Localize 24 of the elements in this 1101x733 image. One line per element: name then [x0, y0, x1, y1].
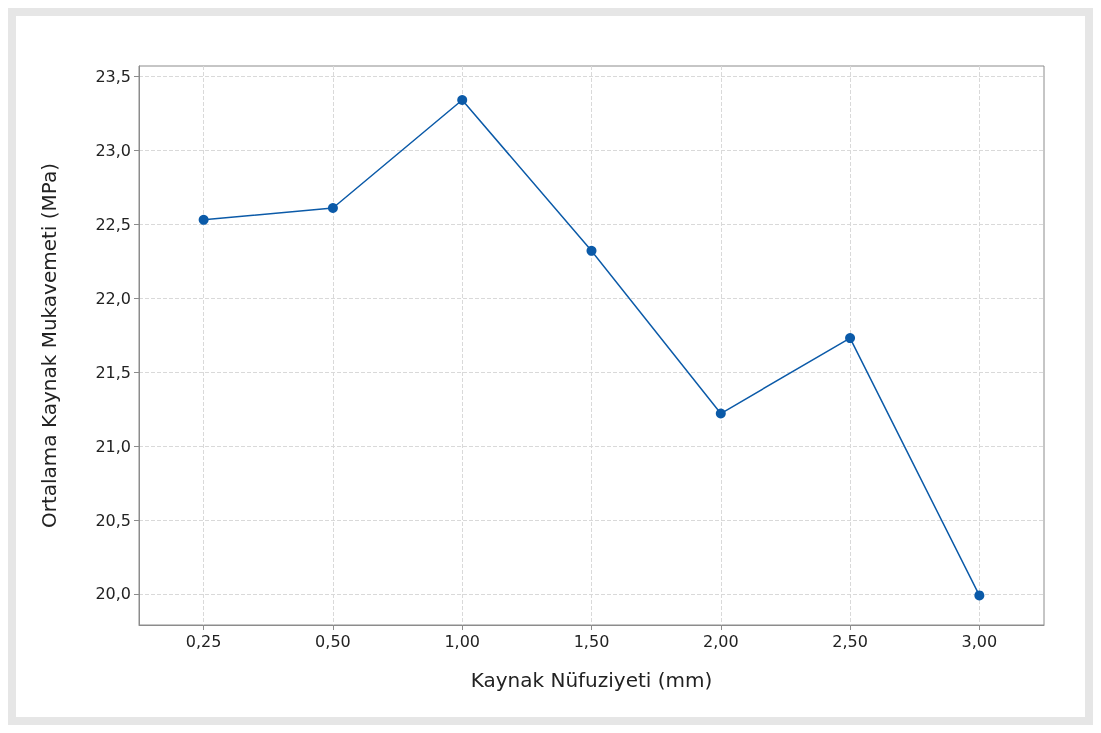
y-tick-label: 22,0	[95, 288, 131, 308]
y-tick-label: 23,0	[95, 140, 131, 160]
point	[198, 214, 209, 225]
x-tick-label: 1,00	[444, 631, 481, 651]
y-tick-label: 20,0	[95, 584, 131, 604]
x-tick-label: 1,50	[573, 631, 610, 651]
point	[845, 333, 856, 344]
point	[974, 590, 985, 601]
x-tick-label: 2,00	[702, 631, 739, 651]
point	[586, 245, 597, 256]
x-tick-label: 3,00	[961, 631, 998, 651]
x-axis-title: Kaynak Nüfuziyeti (mm)	[470, 668, 713, 692]
y-tick-label: 23,5	[95, 66, 131, 86]
y-tick-label: 20,5	[95, 510, 131, 530]
y-tick-label: 21,5	[95, 362, 131, 382]
point	[327, 202, 338, 213]
y-axis-title: Ortalama Kaynak Mukavemeti (MPa)	[37, 162, 61, 529]
x-tick-label: 2,50	[832, 631, 868, 651]
x-tick-label: 0,50	[315, 631, 351, 651]
point	[715, 408, 726, 419]
x-tick-label: 0,25	[185, 631, 222, 651]
point	[457, 95, 468, 106]
y-tick-label: 21,0	[95, 436, 131, 456]
y-tick-label: 22,5	[95, 214, 131, 234]
